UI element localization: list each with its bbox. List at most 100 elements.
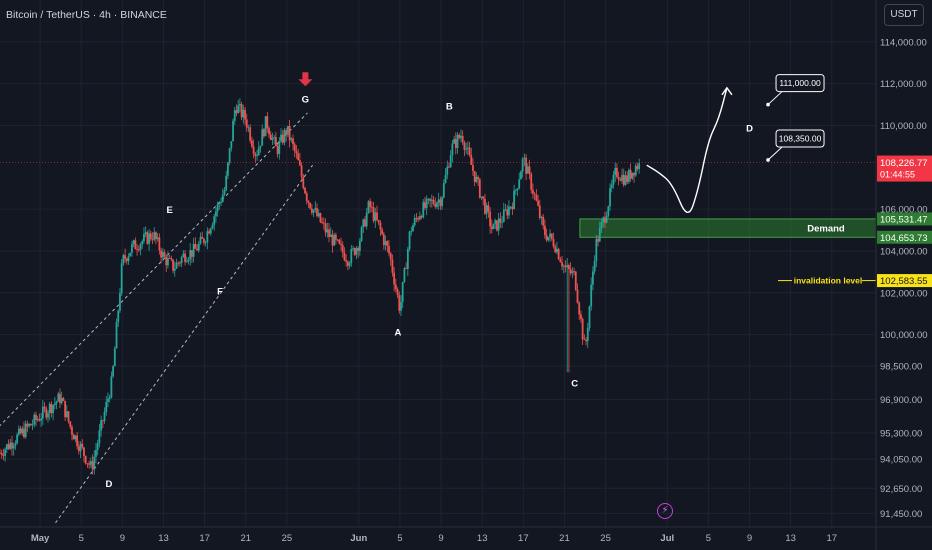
candle-body: [300, 165, 303, 177]
demand-label: Demand: [807, 224, 845, 235]
candle-body: [259, 145, 262, 148]
price-tick-label: 98,500.00: [880, 361, 922, 372]
wave-label: B: [446, 102, 453, 113]
candle-body: [547, 236, 550, 241]
candle-body: [506, 209, 509, 216]
countdown-label: 01:44:55: [880, 170, 915, 180]
candle-body: [297, 153, 300, 161]
candle-body: [79, 443, 82, 452]
candle-body: [194, 243, 197, 249]
candle-body: [235, 110, 238, 114]
candle-body: [220, 201, 222, 203]
candle-body: [322, 222, 325, 224]
candle-body: [227, 162, 229, 176]
candle-body: [422, 202, 425, 218]
candle-body: [153, 232, 156, 240]
candle-body: [292, 138, 294, 145]
candle-body: [247, 127, 250, 129]
candle-body: [218, 202, 221, 205]
candle-body: [629, 169, 632, 179]
candle-body: [513, 190, 515, 210]
candle-body: [346, 261, 349, 266]
candle-body: [221, 194, 224, 202]
candle-body: [609, 188, 611, 207]
candle-body: [396, 289, 399, 296]
candle-body: [321, 222, 324, 224]
price-tick-label: 110,000.00: [880, 121, 927, 132]
time-tick-label: 9: [747, 533, 752, 544]
candle-body: [151, 238, 154, 240]
candle-body: [115, 322, 118, 349]
candle-body: [129, 252, 132, 257]
candle-body: [261, 129, 264, 146]
candle-body: [204, 242, 207, 244]
candle-body: [209, 228, 212, 234]
candle-body: [262, 129, 265, 137]
candle-body: [64, 400, 67, 418]
candle-body: [127, 256, 130, 262]
target-box: [775, 74, 825, 93]
candle-body: [549, 233, 551, 237]
candle-body: [36, 419, 39, 420]
candle-body: [417, 218, 420, 220]
candle-body: [266, 116, 269, 129]
candlestick-series: [0, 98, 641, 475]
candle-body: [132, 240, 135, 245]
candle-body: [472, 164, 474, 172]
candle-body: [179, 262, 181, 264]
candle-body: [561, 262, 563, 267]
candle-body: [379, 222, 382, 230]
candle-body: [446, 166, 449, 175]
candle-body: [429, 198, 432, 201]
time-tick-label: 17: [518, 533, 529, 544]
candle-body: [377, 219, 380, 223]
candle-body: [161, 252, 164, 258]
currency-button[interactable]: USDT: [884, 4, 924, 26]
candle-body: [0, 453, 3, 456]
candle-body: [439, 199, 442, 207]
candle-body: [451, 143, 454, 156]
price-tick-label: 91,450.00: [880, 509, 922, 520]
candle-body: [269, 134, 272, 140]
candle-body: [52, 405, 55, 414]
candle-body: [376, 212, 378, 220]
wave-label: C: [571, 379, 578, 390]
candle-body: [206, 231, 209, 243]
candle-body: [95, 450, 97, 457]
candle-body: [634, 165, 637, 176]
candle-body: [520, 171, 522, 180]
candle-body: [518, 179, 521, 189]
candle-body: [281, 134, 284, 143]
arrow-down-icon: [298, 72, 313, 87]
candle-body: [418, 216, 421, 220]
candle-body: [59, 393, 61, 404]
candle-body: [319, 213, 322, 223]
candle-body: [367, 201, 370, 213]
candle-body: [57, 393, 60, 402]
candle-body: [540, 216, 543, 218]
candle-body: [252, 146, 255, 154]
candle-body: [343, 252, 346, 261]
candle-body: [16, 434, 19, 444]
candle-body: [619, 179, 622, 181]
lightning-icon[interactable]: ⚡: [657, 503, 673, 519]
candle-body: [326, 229, 329, 233]
candle-body: [105, 401, 108, 413]
candle-body: [514, 190, 517, 191]
time-tick-label: 9: [120, 533, 125, 544]
candle-body: [233, 110, 236, 121]
candle-body: [31, 424, 34, 426]
candle-body: [146, 232, 149, 244]
candle-body: [394, 284, 397, 290]
candle-body: [516, 188, 519, 191]
candle-body: [137, 249, 140, 251]
time-tick-label: 5: [397, 533, 402, 544]
candle-body: [240, 104, 243, 118]
candle-body: [530, 173, 533, 190]
candle-body: [508, 206, 510, 216]
candle-body: [624, 175, 627, 185]
candle-body: [454, 139, 457, 148]
candle-body: [598, 228, 601, 242]
